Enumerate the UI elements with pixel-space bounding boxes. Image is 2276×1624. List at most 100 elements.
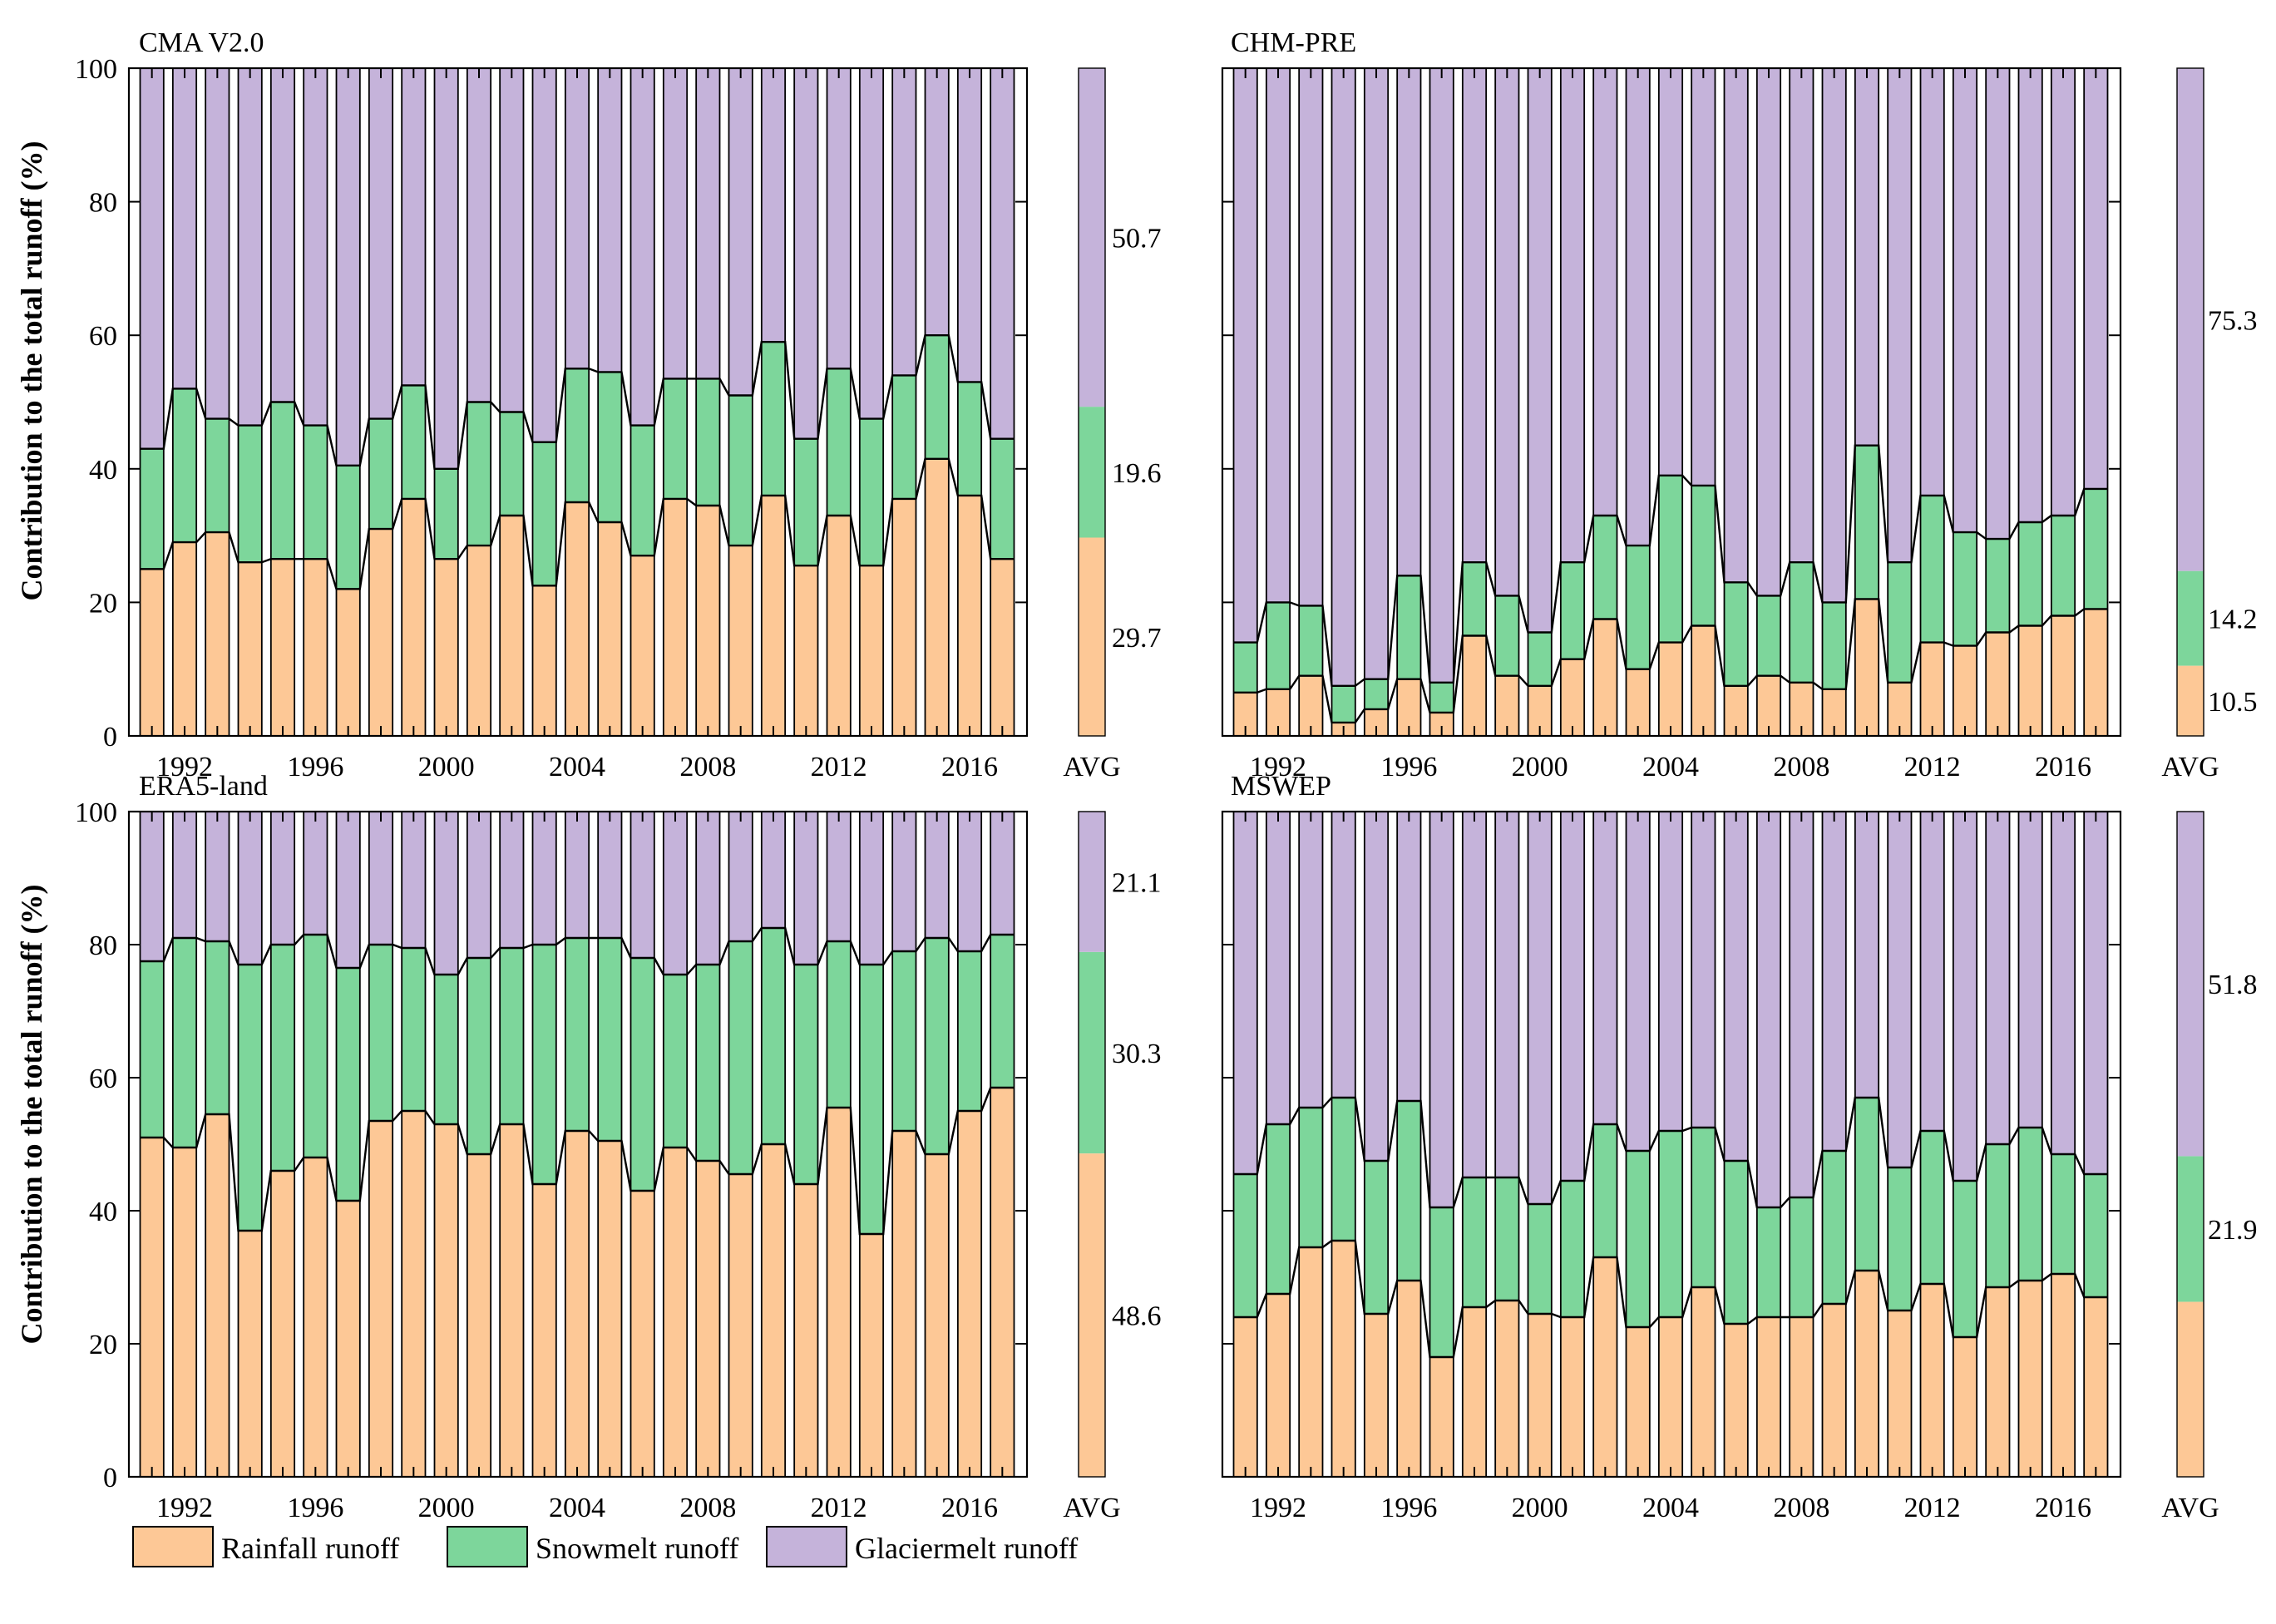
snow-bar xyxy=(794,438,818,566)
snow-bar xyxy=(1953,1181,1977,1337)
glacier-bar xyxy=(238,812,262,965)
glacier-bar xyxy=(859,812,884,965)
y-tick-label: 60 xyxy=(89,1064,117,1094)
snow-bar xyxy=(1953,532,1977,646)
glacier-bar xyxy=(990,812,1015,935)
x-tick-label: 2000 xyxy=(1512,1493,1568,1523)
x-tick-label: 2012 xyxy=(1904,752,1961,782)
x-tick-label: 2008 xyxy=(1773,1493,1829,1523)
snow-bar xyxy=(238,425,262,563)
glacier-bar xyxy=(140,68,164,449)
y-axis-label-bottom: Contribution to the total runoff (%) xyxy=(15,885,48,1345)
glacier-bar xyxy=(467,812,491,958)
snow-bar xyxy=(1724,1161,1748,1324)
snow-bar xyxy=(1822,1151,1846,1304)
x-tick-label: 2012 xyxy=(811,752,867,782)
rain-bar xyxy=(2018,1281,2042,1477)
rain-bar xyxy=(1299,675,1323,736)
glacier-bar xyxy=(1724,812,1748,1161)
rain-bar xyxy=(2084,1297,2108,1477)
x-tick-label: 2016 xyxy=(941,1493,998,1523)
glacier-bar xyxy=(1397,812,1421,1101)
snow-bar xyxy=(565,368,590,502)
rain-bar xyxy=(728,1174,753,1477)
glacier-bar xyxy=(1953,68,1977,533)
snow-bar xyxy=(1429,682,1454,713)
glacier-bar xyxy=(500,812,524,948)
x-tick-label: 2000 xyxy=(418,752,475,782)
glacier-bar xyxy=(1266,68,1291,603)
snow-bar xyxy=(2084,488,2108,610)
snow-bar xyxy=(467,958,491,1154)
glacier-bar xyxy=(205,68,230,419)
avg-snow-bar xyxy=(1079,951,1105,1154)
avg-bar-outline xyxy=(1078,67,1106,737)
glacier-bar xyxy=(1790,68,1814,563)
snow-bar xyxy=(598,938,622,1141)
rain-bar xyxy=(336,1201,360,1477)
glacier-bar xyxy=(304,68,328,426)
legend: Rainfall runoff Snowmelt runoff Glaciermel… xyxy=(132,1526,1078,1567)
avg-label: AVG xyxy=(2161,1493,2219,1523)
avg-rain-bar xyxy=(2177,665,2204,736)
glacier-bar xyxy=(990,68,1015,439)
glacier-bar xyxy=(467,68,491,402)
glacier-bar xyxy=(1888,68,1912,563)
glacier-bar xyxy=(402,68,426,386)
avg-label: AVG xyxy=(2161,752,2219,782)
snow-bar xyxy=(500,948,524,1124)
avg-value-label: 21.1 xyxy=(1112,867,1162,898)
snow-bar xyxy=(1920,495,1944,643)
rain-bar xyxy=(827,516,851,736)
panel-era5-land: 0 20 40 60 80 100 1992 1996 2000 2004 2008 2012 2016… xyxy=(75,771,1162,1523)
rain-boundary-line xyxy=(140,457,1015,590)
rain-bar xyxy=(304,559,328,736)
snow-bar xyxy=(1658,1131,1683,1317)
rain-bar xyxy=(761,495,786,736)
x-tick-label: 1992 xyxy=(156,1493,213,1523)
avg-snow-bar xyxy=(1079,407,1105,538)
snow-bar xyxy=(957,382,982,496)
snow-bar xyxy=(532,442,556,586)
glacier-bar xyxy=(1560,68,1585,563)
x-tick-label: 1992 xyxy=(1250,752,1306,782)
rain-bar xyxy=(1756,1317,1781,1477)
rain-bar xyxy=(2051,1274,2076,1477)
glacier-bar xyxy=(1724,68,1748,583)
rain-bar xyxy=(532,1184,556,1477)
glacier-bar xyxy=(761,812,786,928)
snow-bar xyxy=(859,965,884,1234)
rain-bar xyxy=(1528,1314,1552,1477)
snow-bar xyxy=(2084,1174,2108,1297)
rain-bar xyxy=(1724,1324,1748,1477)
glacier-bar xyxy=(368,68,393,419)
glacier-bar xyxy=(270,812,295,945)
snow-bar xyxy=(1626,1151,1650,1327)
snow-boundary-line xyxy=(140,926,1015,976)
avg-rain-bar xyxy=(2177,1301,2204,1477)
rain-bar xyxy=(368,529,393,736)
glacier-bar xyxy=(2051,68,2076,516)
snow-bar xyxy=(1364,679,1389,709)
snow-bar xyxy=(500,412,524,516)
rain-bar xyxy=(336,589,360,736)
glacier-bar xyxy=(336,68,360,466)
glacier-bar xyxy=(1364,68,1389,679)
y-axis-label-top: Contribution to the total runoff (%) xyxy=(15,141,48,601)
glacier-bar xyxy=(630,68,654,426)
avg-value-label: 50.7 xyxy=(1112,224,1162,254)
glacier-bar xyxy=(794,68,818,439)
x-tick-label: 2008 xyxy=(679,1493,736,1523)
snow-bar xyxy=(630,958,654,1191)
rain-bar xyxy=(728,545,753,736)
rain-bar xyxy=(859,565,884,736)
rain-bar xyxy=(925,1154,949,1477)
snow-bar xyxy=(140,448,164,570)
glacier-bar xyxy=(1953,812,1977,1181)
glacier-bar xyxy=(957,812,982,951)
glacier-bar xyxy=(696,68,720,379)
snow-bar xyxy=(827,941,851,1108)
avg-bar-outline xyxy=(2176,811,2204,1478)
rain-boundary-line xyxy=(140,1086,1015,1236)
snow-bar xyxy=(434,468,458,560)
